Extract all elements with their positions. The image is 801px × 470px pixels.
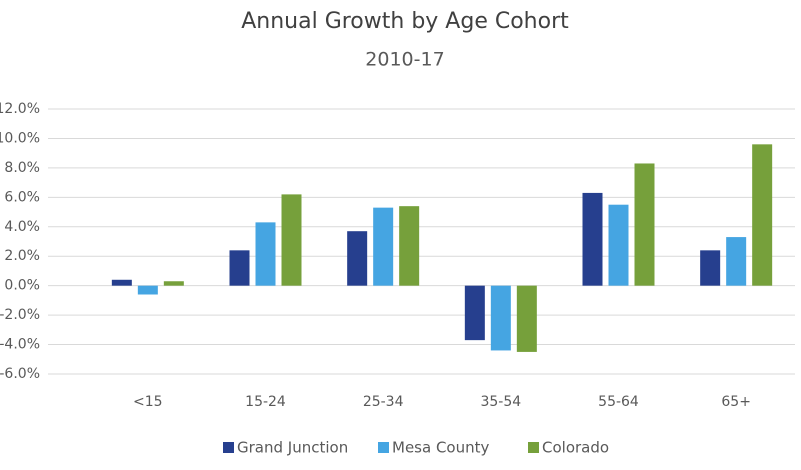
- x-tick-label: 25-34: [363, 394, 404, 410]
- bar: [634, 163, 655, 286]
- bar: [281, 194, 302, 286]
- x-tick-label: 55-64: [598, 394, 639, 410]
- legend-swatch: [528, 442, 539, 453]
- y-tick-label: -4.0%: [0, 337, 40, 353]
- bar: [752, 144, 773, 286]
- y-tick-label: 6.0%: [4, 189, 40, 205]
- y-tick-label: 2.0%: [4, 248, 40, 264]
- y-tick-label: 0.0%: [4, 278, 40, 294]
- bar: [700, 250, 721, 286]
- bar: [137, 285, 158, 295]
- bar: [373, 207, 394, 286]
- y-tick-label: 8.0%: [4, 160, 40, 176]
- bar: [726, 237, 747, 286]
- x-tick-label: 65+: [721, 394, 751, 410]
- bar: [255, 222, 276, 286]
- y-tick-label: -6.0%: [0, 366, 40, 382]
- bar: [516, 285, 537, 352]
- bar: [464, 285, 485, 341]
- legend-label: Mesa County: [392, 439, 489, 457]
- y-tick-label: 12.0%: [0, 101, 40, 117]
- bar: [582, 192, 603, 286]
- y-tick-label: 4.0%: [4, 219, 40, 235]
- bar: [490, 285, 511, 351]
- x-tick-label: 15-24: [245, 394, 286, 410]
- legend-label: Grand Junction: [237, 439, 348, 457]
- legend-swatch: [223, 442, 234, 453]
- y-tick-label: 10.0%: [0, 130, 40, 146]
- x-tick-label: <15: [133, 394, 163, 410]
- bar: [347, 231, 368, 286]
- bar: [608, 204, 629, 286]
- legend-label: Colorado: [542, 439, 609, 457]
- chart-title: Annual Growth by Age Cohort: [241, 9, 569, 34]
- bar: [399, 206, 420, 286]
- legend-swatch: [378, 442, 389, 453]
- chart-subtitle: 2010-17: [365, 49, 444, 71]
- x-tick-label: 35-54: [480, 394, 521, 410]
- bar: [229, 250, 250, 286]
- bar: [163, 281, 184, 286]
- bar: [111, 279, 132, 286]
- y-tick-label: -2.0%: [0, 307, 40, 323]
